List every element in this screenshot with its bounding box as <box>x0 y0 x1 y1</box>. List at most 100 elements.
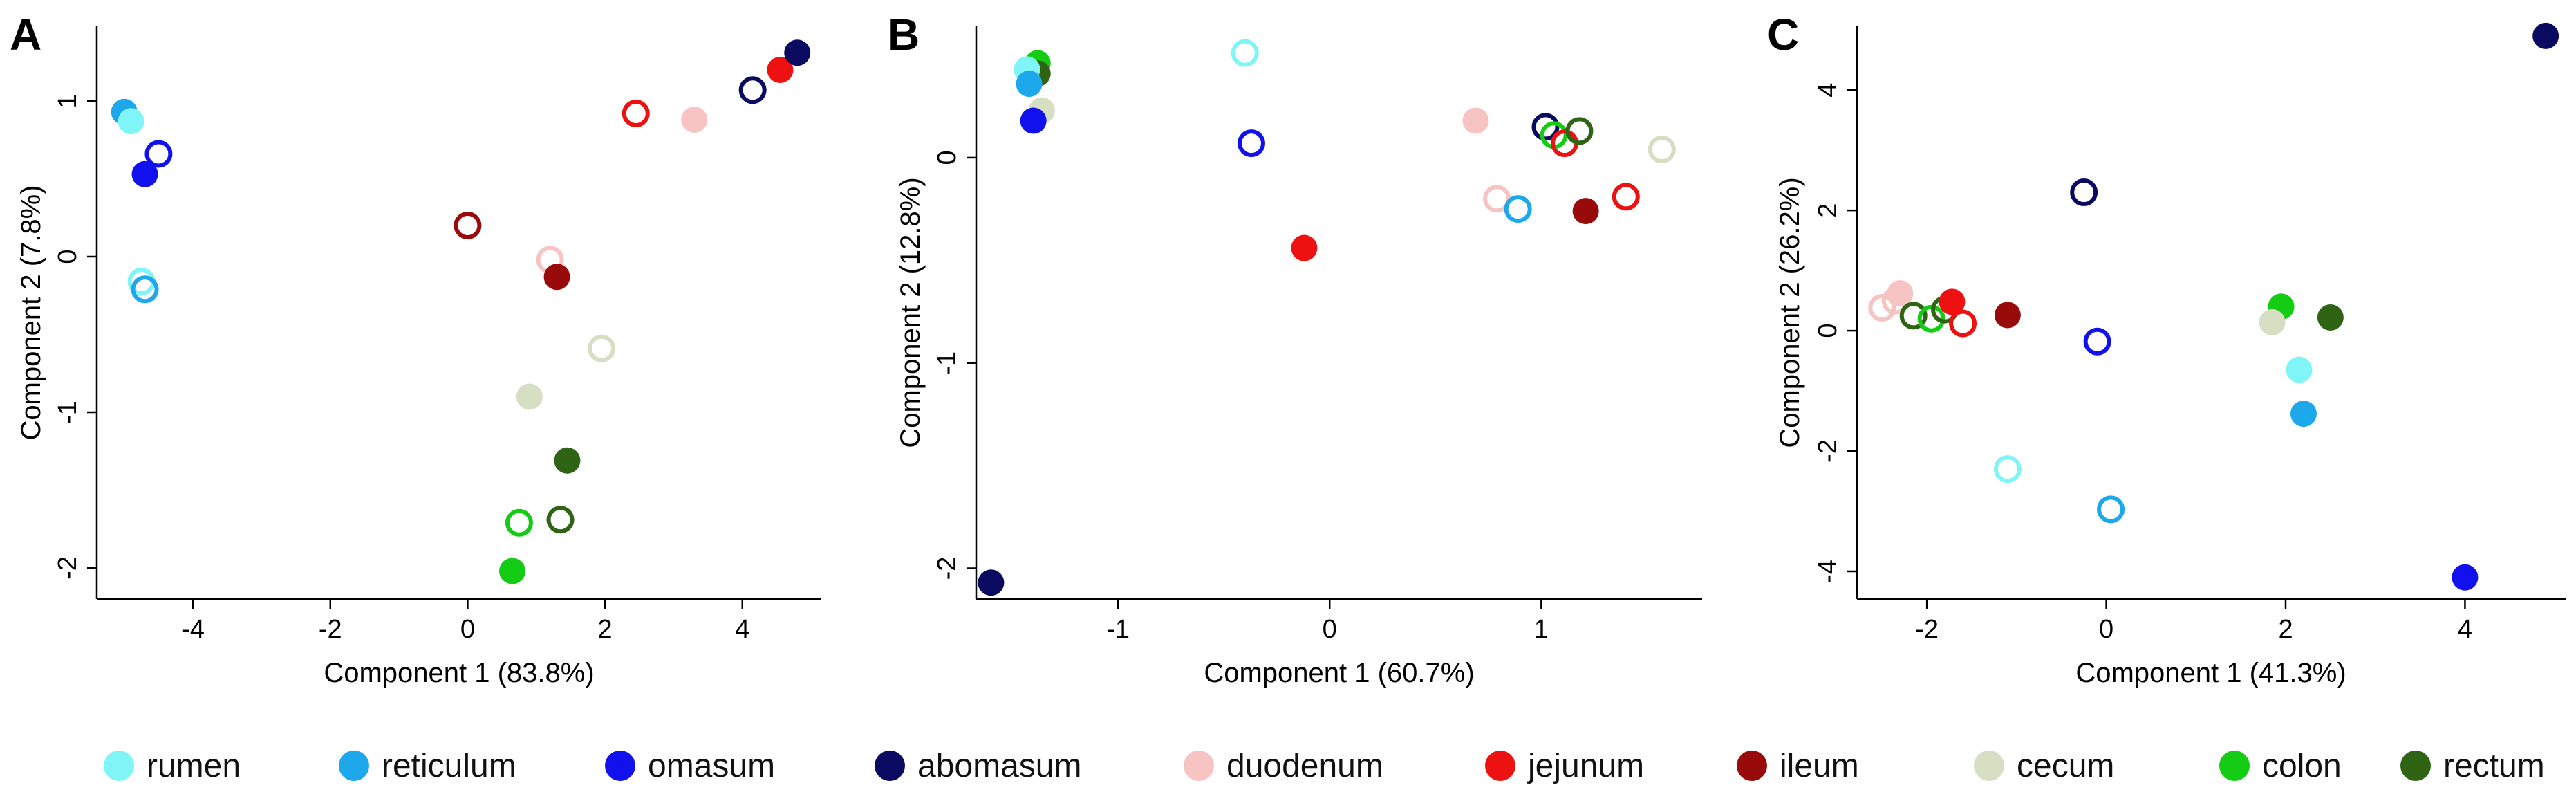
point-reticulum-filled <box>1016 71 1043 98</box>
legend-dot-abomasum <box>875 751 905 781</box>
panel-b-x-tick-label: 1 <box>1534 615 1549 644</box>
point-rumen-open <box>1993 455 2022 484</box>
legend-label: reticulum <box>382 747 516 784</box>
legend-item-jejunum: jejunum <box>1485 735 1644 797</box>
legend-label: cecum <box>2017 747 2115 784</box>
point-rectum-open <box>1899 302 1928 330</box>
panel-c-y-tick-label: 0 <box>1813 324 1842 338</box>
legend-dot-omasum <box>605 751 635 781</box>
panel-c-y-tick-label: -4 <box>1813 560 1842 583</box>
legend-item-cecum: cecum <box>1974 735 2114 797</box>
point-jejunum-filled <box>767 57 794 83</box>
point-jejunum-filled <box>1939 288 1966 315</box>
point-jejunum-open <box>622 100 650 127</box>
point-cecum-filled <box>2259 309 2286 335</box>
point-colon-filled <box>498 558 525 584</box>
point-duodenum-open <box>1483 185 1511 213</box>
point-jejunum-open <box>1949 309 1977 338</box>
legend-label: rectum <box>2443 747 2545 784</box>
panel-c-y-label: Component 2 (26.2%) <box>1775 177 1805 448</box>
panel-a-x-tick-label: 2 <box>598 615 613 644</box>
panel-c-y-tick-label: 4 <box>1813 83 1842 98</box>
panel-b-x-label: Component 1 (60.7%) <box>1204 658 1474 688</box>
point-duodenum-filled <box>1462 107 1489 134</box>
legend-item-rumen: rumen <box>104 735 241 797</box>
legend-label: colon <box>2262 747 2342 784</box>
point-ileum-open <box>454 212 482 239</box>
panel-a-x-tick-label: -4 <box>181 615 205 644</box>
point-omasum-filled <box>2452 564 2479 591</box>
point-rumen-open <box>1231 39 1259 67</box>
legend-label: ileum <box>1780 747 1859 784</box>
legend-label: rumen <box>147 747 241 784</box>
point-duodenum-open <box>1868 294 1896 322</box>
panel-c-x-tick-label: 0 <box>2099 615 2113 644</box>
panel-b-y-tick-label: -1 <box>933 351 962 375</box>
legend-dot-cecum <box>1974 751 2004 781</box>
legend-item-abomasum: abomasum <box>875 735 1081 797</box>
panel-b-points <box>978 39 1676 596</box>
point-ileum-filled <box>543 264 570 291</box>
point-rumen-filled <box>118 108 144 135</box>
panel-b-ticks: -1 0 1 -2 -1 0 <box>933 150 1549 644</box>
panel-a-x-tick-label: 0 <box>460 615 475 644</box>
legend-item-rectum: rectum <box>2400 735 2545 797</box>
legend-dot-colon <box>2219 751 2250 781</box>
panel-a-x-label: Component 1 (83.8%) <box>324 658 594 688</box>
legend-dot-reticulum <box>339 751 369 781</box>
panel-c: C -2 0 2 4 -4 -2 0 2 4 Component 1 (41.3%) Compo… <box>1767 10 2566 688</box>
point-omasum-filled <box>131 160 158 187</box>
panel-a-y-label: Component 2 (7.8%) <box>16 185 46 440</box>
panel-c-y-tick-label: -2 <box>1813 439 1842 463</box>
legend-item-duodenum: duodenum <box>1184 735 1383 797</box>
panel-a-y-tick-label: -2 <box>53 556 82 580</box>
point-jejunum-filled <box>1291 234 1318 261</box>
legend-item-ileum: ileum <box>1737 735 1859 797</box>
panel-a-ticks: -4 -2 0 2 4 -2 -1 0 1 <box>53 93 749 644</box>
panel-a-y-tick-label: -1 <box>53 400 82 424</box>
legend-dot-rectum <box>2400 751 2431 781</box>
legend-item-omasum: omasum <box>605 735 775 797</box>
point-abomasum-filled <box>2532 22 2559 49</box>
point-reticulum-open <box>131 275 159 304</box>
panel-b-x-tick-label: 0 <box>1323 615 1337 644</box>
panel-c-ticks: -2 0 2 4 -4 -2 0 2 4 <box>1813 83 2472 644</box>
legend-dot-rumen <box>104 751 134 781</box>
point-duodenum-filled <box>1887 280 1914 307</box>
panel-c-x-tick-label: 4 <box>2458 615 2472 644</box>
panel-c-y-tick-label: 2 <box>1813 203 1842 218</box>
point-ileum-filled <box>1572 198 1599 225</box>
point-cecum-open <box>1648 136 1676 164</box>
point-rectum-filled <box>554 447 581 474</box>
point-rectum-open <box>1565 117 1594 145</box>
point-colon-open <box>505 508 533 537</box>
point-abomasum-open <box>1531 113 1560 141</box>
point-cecum-filled <box>516 383 543 410</box>
point-reticulum-filled <box>2290 400 2317 427</box>
point-omasum-open <box>2083 327 2111 356</box>
panel-c-x-tick-label: 2 <box>2278 615 2293 644</box>
legend-dot-duodenum <box>1184 751 1214 781</box>
point-omasum-filled <box>1020 107 1047 134</box>
panel-a-x-tick-label: -2 <box>319 615 342 644</box>
panel-a-y-tick-label: 0 <box>53 249 82 264</box>
panel-a: A -4 -2 0 2 4 -2 -1 0 1 Component 1 (83.8%) Comp… <box>10 10 821 688</box>
panel-a-y-tick-label: 1 <box>53 93 82 108</box>
panel-c-points <box>1868 22 2559 591</box>
panel-a-x-tick-label: 4 <box>735 615 749 644</box>
point-reticulum-open <box>1504 195 1532 223</box>
legend-item-reticulum: reticulum <box>339 735 516 797</box>
panel-a-points <box>111 39 811 584</box>
point-cecum-open <box>588 334 616 362</box>
legend-dot-ileum <box>1737 751 1767 781</box>
legend-dot-jejunum <box>1485 751 1515 781</box>
legend-item-colon: colon <box>2219 735 2342 797</box>
panel-c-letter: C <box>1767 10 1799 59</box>
panel-c-x-label: Component 1 (41.3%) <box>2075 658 2346 688</box>
panel-c-x-tick-label: -2 <box>1915 615 1939 644</box>
point-abomasum-open <box>2070 178 2098 207</box>
panel-b: B -1 0 1 -2 -1 0 Component 1 (60.7%) Componen… <box>888 10 1702 688</box>
point-rumen-filled <box>2286 356 2313 383</box>
point-ileum-filled <box>1994 302 2021 329</box>
legend-label: jejunum <box>1528 747 1645 784</box>
